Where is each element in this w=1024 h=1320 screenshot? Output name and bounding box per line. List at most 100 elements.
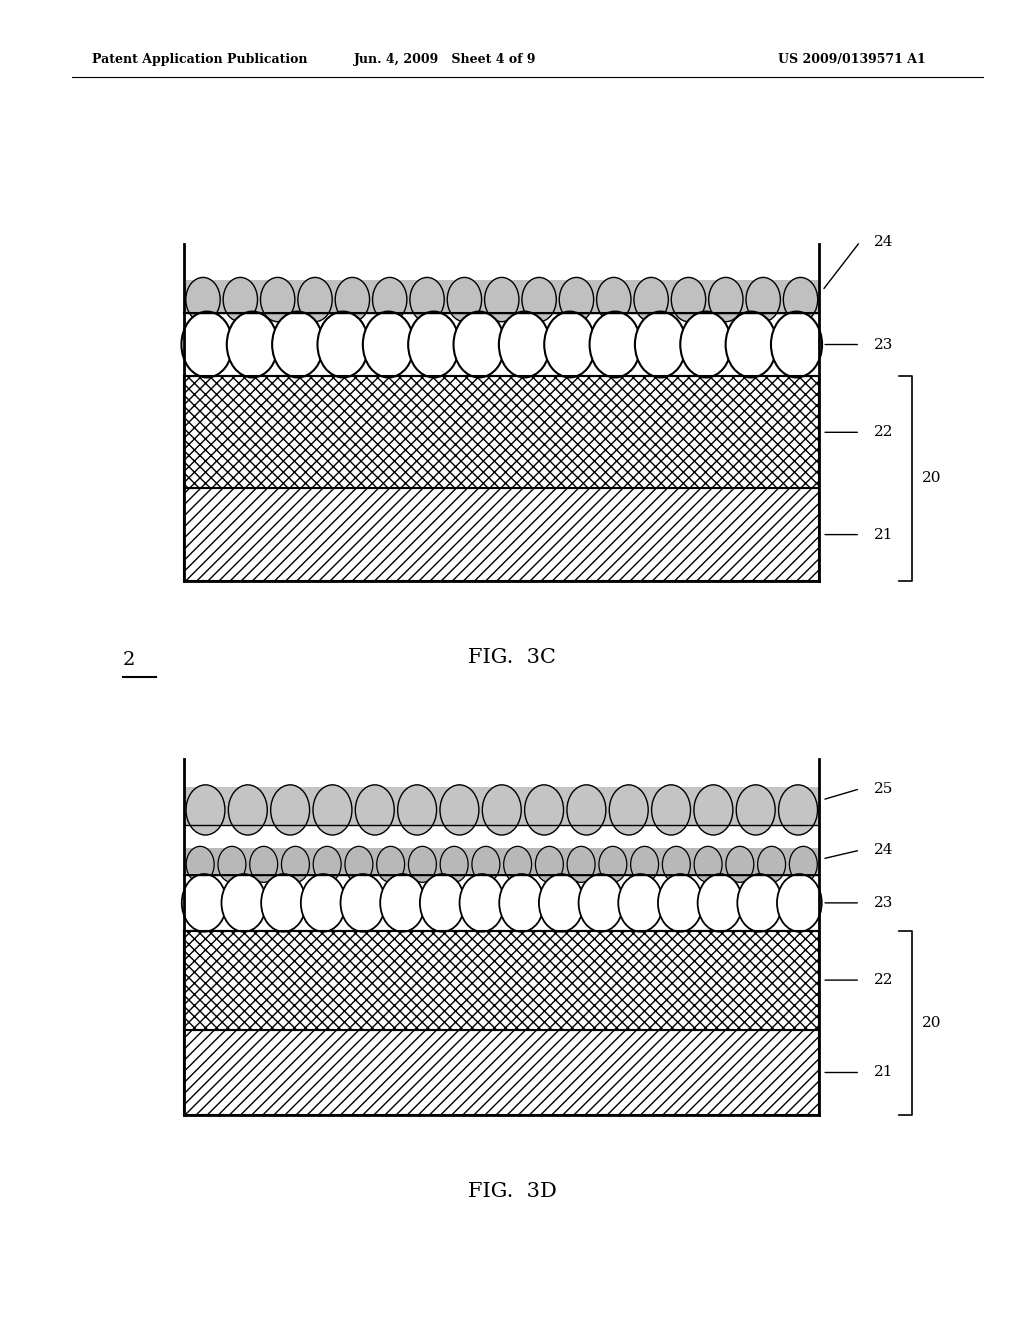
Text: FIG.  3D: FIG. 3D [468,1183,556,1201]
Circle shape [539,874,584,932]
Circle shape [536,846,563,882]
Circle shape [709,277,743,322]
Circle shape [499,312,550,378]
Text: 21: 21 [873,1065,893,1080]
Text: Patent Application Publication: Patent Application Publication [92,53,307,66]
Circle shape [634,277,669,322]
Circle shape [559,277,594,322]
Circle shape [182,874,226,932]
Circle shape [313,846,341,882]
Text: US 2009/0139571 A1: US 2009/0139571 A1 [778,53,926,66]
Circle shape [298,277,332,322]
Circle shape [223,277,257,322]
Circle shape [362,312,414,378]
Circle shape [261,874,306,932]
Circle shape [737,874,782,932]
Circle shape [635,312,686,378]
Circle shape [590,312,641,378]
Circle shape [631,846,658,882]
Circle shape [317,312,369,378]
Circle shape [301,874,345,932]
Text: 20: 20 [922,471,941,486]
Circle shape [651,785,690,836]
Circle shape [226,312,278,378]
Text: 20: 20 [922,1016,941,1030]
Circle shape [472,846,500,882]
Circle shape [658,874,702,932]
Circle shape [440,846,468,882]
Circle shape [758,846,785,882]
Bar [184,376,819,488]
Text: Jun. 4, 2009   Sheet 4 of 9: Jun. 4, 2009 Sheet 4 of 9 [354,53,537,66]
Text: 24: 24 [873,843,893,857]
Circle shape [272,312,324,378]
Text: 23: 23 [873,896,893,909]
Bar [184,1030,819,1115]
Circle shape [380,874,425,932]
Circle shape [410,277,444,322]
Circle shape [778,785,817,836]
Circle shape [544,312,595,378]
Circle shape [609,785,648,836]
Circle shape [672,277,706,322]
Circle shape [313,785,352,836]
Circle shape [618,874,663,932]
Circle shape [447,277,481,322]
Circle shape [522,277,556,322]
Text: FIG.  3C: FIG. 3C [468,648,556,667]
Text: 24: 24 [873,235,893,248]
Text: 23: 23 [873,338,893,351]
Circle shape [524,785,563,836]
Bar [184,280,819,313]
Circle shape [186,785,225,836]
Circle shape [567,785,606,836]
Circle shape [355,785,394,836]
Circle shape [420,874,465,932]
Circle shape [260,277,295,322]
Circle shape [218,846,246,882]
Circle shape [579,874,624,932]
Circle shape [482,785,521,836]
Circle shape [500,874,544,932]
Circle shape [663,846,690,882]
Circle shape [345,846,373,882]
Circle shape [282,846,309,882]
Circle shape [377,846,404,882]
Circle shape [454,312,505,378]
Circle shape [777,874,821,932]
Text: 25: 25 [873,781,893,796]
Circle shape [771,312,822,378]
Circle shape [694,785,733,836]
Circle shape [597,277,631,322]
Circle shape [599,846,627,882]
Circle shape [484,277,519,322]
Circle shape [228,785,267,836]
Text: 22: 22 [873,425,893,440]
Circle shape [790,846,817,882]
Bar [184,787,819,825]
Circle shape [680,312,731,378]
Circle shape [694,846,722,882]
Circle shape [460,874,504,932]
Bar [184,849,819,875]
Circle shape [409,312,460,378]
Circle shape [270,785,309,836]
Circle shape [567,846,595,882]
Bar [184,931,819,1030]
Circle shape [335,277,370,322]
Circle shape [221,874,266,932]
Circle shape [373,277,407,322]
Circle shape [726,312,777,378]
Circle shape [397,785,436,836]
Circle shape [783,277,818,322]
Circle shape [746,277,780,322]
Circle shape [504,846,531,882]
Circle shape [409,846,436,882]
Circle shape [250,846,278,882]
Circle shape [186,846,214,882]
Circle shape [341,874,385,932]
Circle shape [181,312,232,378]
Circle shape [440,785,479,836]
Circle shape [185,277,220,322]
Circle shape [697,874,742,932]
